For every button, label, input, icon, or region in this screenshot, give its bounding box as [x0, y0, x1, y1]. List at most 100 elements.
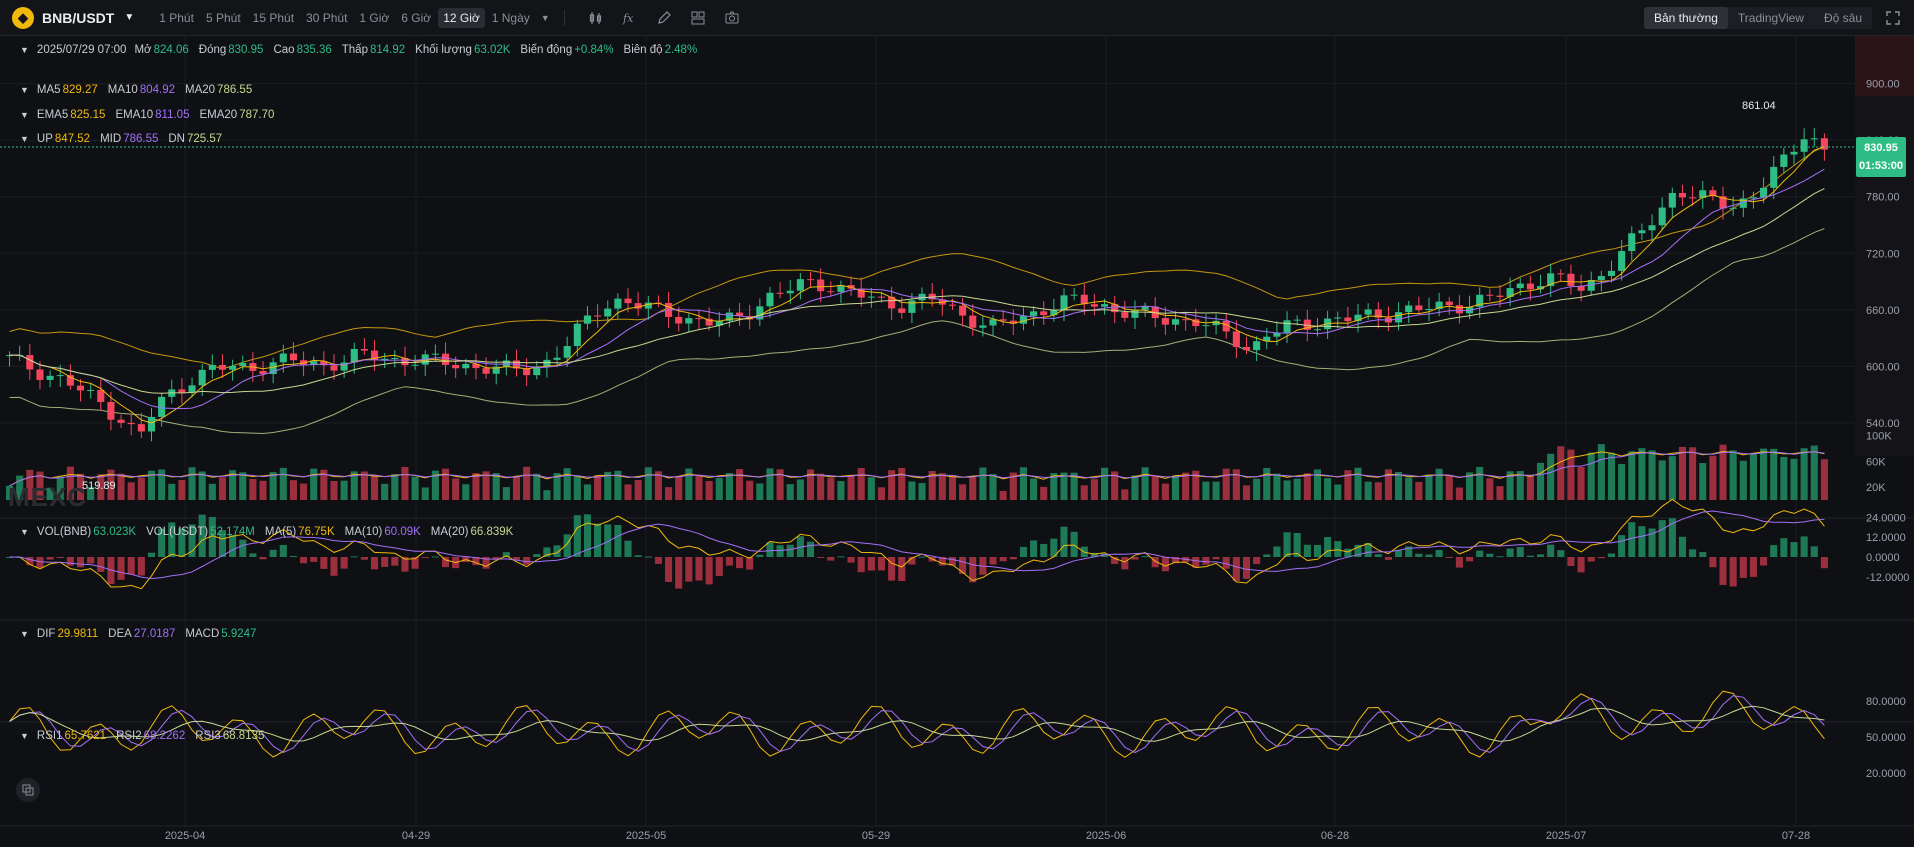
macd-bar: [1293, 533, 1301, 557]
candle-up: [1101, 304, 1109, 307]
candle-up: [56, 375, 64, 377]
volume-bar: [56, 476, 64, 500]
rsi-axis-label: 50.0000: [1866, 732, 1906, 744]
candle-up: [1030, 311, 1038, 316]
candle-style-icon[interactable]: [586, 8, 606, 28]
volume-bar: [1607, 452, 1616, 500]
volume-bar: [766, 468, 774, 500]
candle-up: [1516, 283, 1524, 289]
pair-dropdown-icon[interactable]: ▼: [124, 12, 135, 23]
candle-up: [1283, 320, 1291, 333]
mode-tradingview[interactable]: TradingView: [1737, 11, 1804, 25]
candle-down: [1080, 294, 1088, 305]
macd-bar: [1455, 557, 1463, 568]
interval-6h[interactable]: 6 Giờ: [401, 10, 432, 25]
time-axis-label: 06-28: [1321, 830, 1349, 842]
macd-bar: [1790, 542, 1798, 557]
pair-selector[interactable]: ◆ BNB/USDT ▼: [12, 0, 134, 36]
macd-bar: [1760, 557, 1768, 566]
volume-bar: [1476, 466, 1484, 500]
macd-bar: [1557, 550, 1565, 557]
volume-bar: [1303, 473, 1311, 500]
time-axis-label: 04-29: [402, 830, 430, 842]
candle-down: [624, 298, 632, 304]
candle-down: [107, 401, 115, 420]
ma-lines: [9, 146, 1825, 424]
volume-bar: [675, 476, 683, 500]
candle-down: [1719, 196, 1727, 209]
volume-bar: [1760, 448, 1768, 500]
mode-depth[interactable]: Độ sâu: [1823, 11, 1862, 25]
layers-icon[interactable]: [16, 778, 40, 802]
low-marker: 519.89: [82, 480, 116, 492]
volume-bar: [1040, 486, 1048, 500]
camera-icon[interactable]: [722, 8, 742, 28]
vol-ma5-label: MA(5): [264, 526, 297, 538]
candle-up: [1699, 190, 1707, 198]
collapse-caret-icon[interactable]: ▼: [20, 85, 29, 95]
candle-down: [948, 304, 957, 306]
volume-bar: [685, 468, 693, 500]
volume-bar: [857, 467, 865, 500]
macd-bar: [1628, 522, 1636, 557]
fullscreen-icon[interactable]: [1884, 9, 1902, 27]
volume-bar: [999, 490, 1007, 500]
volume-bar: [1283, 480, 1291, 500]
volume-bar: [817, 473, 825, 500]
interval-dropdown-icon[interactable]: ▼: [540, 12, 550, 23]
interval-1h[interactable]: 1 Giờ: [359, 10, 390, 25]
candle-down: [441, 353, 450, 365]
time-axis-label: 2025-06: [1086, 830, 1126, 842]
volume-bar: [1648, 450, 1656, 500]
collapse-caret-icon[interactable]: ▼: [20, 629, 29, 639]
macd-bar: [1334, 541, 1342, 557]
candle-down: [675, 316, 683, 324]
macd-bar: [1131, 557, 1139, 560]
interval-30m[interactable]: 30 Phút: [306, 10, 348, 25]
volume-bar: [1030, 478, 1038, 500]
vol-ma5-value: 76.75K: [298, 526, 335, 538]
amplitude-value: 2.48%: [664, 44, 698, 56]
interval-1m[interactable]: 1 Phút: [159, 10, 194, 25]
macd-bar: [999, 557, 1007, 562]
volume-bar: [1435, 468, 1443, 500]
interval-1d[interactable]: 1 Ngày: [491, 10, 530, 25]
interval-12h[interactable]: 12 Giờ: [438, 7, 485, 28]
ema10-value: 811.05: [155, 109, 190, 121]
volume-bar: [310, 468, 318, 500]
volume-bar: [1192, 470, 1200, 500]
vol-ma10-line: [9, 451, 1825, 487]
collapse-caret-icon[interactable]: ▼: [20, 134, 29, 144]
volume-bar: [218, 477, 227, 500]
interval-5m[interactable]: 5 Phút: [205, 10, 241, 25]
collapse-caret-icon[interactable]: ▼: [20, 731, 29, 741]
candle-down: [371, 350, 379, 361]
price-chart[interactable]: 900.00840.00780.00720.00660.00600.00540.…: [0, 36, 1914, 847]
volume-bar: [665, 487, 673, 500]
collapse-caret-icon[interactable]: ▼: [20, 527, 29, 537]
volume-bar: [76, 473, 85, 500]
layout-icon[interactable]: [688, 8, 708, 28]
volume-bar: [827, 477, 835, 500]
macd-bar: [877, 557, 886, 571]
ema5-label: EMA5: [36, 109, 69, 121]
mode-basic[interactable]: Bản thường: [1643, 7, 1728, 29]
macd-bar: [512, 557, 521, 560]
volume-bar: [147, 470, 156, 500]
open-label: Mở: [134, 44, 152, 56]
candle-up: [1334, 317, 1342, 319]
draw-icon[interactable]: [654, 8, 674, 28]
ema-legend: ▼ EMA5 825.15 EMA10 811.05 EMA20 787.70: [20, 109, 284, 121]
collapse-caret-icon[interactable]: ▼: [20, 45, 29, 55]
volume-bar: [168, 483, 176, 500]
macd-bar: [1597, 557, 1605, 559]
macd-bar: [533, 554, 541, 557]
indicator-icon[interactable]: fx: [620, 8, 640, 28]
volume-bar: [6, 485, 14, 500]
interval-15m[interactable]: 15 Phút: [252, 10, 295, 25]
macd-bar: [1303, 544, 1311, 557]
volume-bar: [806, 469, 815, 500]
collapse-caret-icon[interactable]: ▼: [20, 110, 29, 120]
volume-bar: [1678, 446, 1687, 500]
macd-bar: [330, 557, 338, 576]
